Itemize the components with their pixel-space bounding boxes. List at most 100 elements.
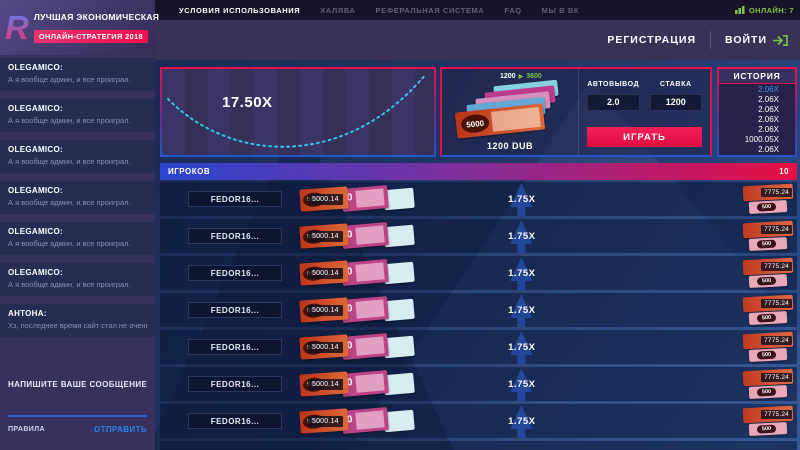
- history-entry: 2.06X: [758, 145, 779, 154]
- bet-banknotes: 0 5000 5000.14: [299, 259, 420, 287]
- win-amount: 7775.24: [761, 336, 792, 345]
- current-multiplier: 17.50X: [222, 94, 273, 111]
- banknote-pink: 0: [341, 370, 389, 397]
- chat-username: OLEGAMICO:: [8, 268, 63, 277]
- banknote-pink: 500: [748, 274, 788, 288]
- win-banknotes: 7775.24 500: [737, 331, 795, 362]
- banknote-paper: [355, 373, 385, 393]
- player-row: FEDOR16... 0 5000 5000.14: [160, 256, 797, 290]
- player-row: FEDOR16... 0 5000 5000.14: [160, 404, 797, 438]
- nav-link[interactable]: FAQ: [504, 5, 522, 15]
- play-arrow-icon: ▶: [518, 74, 524, 80]
- bet-amount: 5000.14: [308, 342, 343, 353]
- chat-message: АНТОНА: Хз, последнее время сайт стал не…: [0, 304, 155, 337]
- nav-link[interactable]: ХАЛЯВА: [320, 5, 356, 15]
- players-title: ИГРОКОВ: [168, 167, 211, 176]
- row-multiplier: 1.75X: [508, 330, 535, 364]
- player-name: FEDOR16...: [188, 228, 282, 244]
- chat-username: OLEGAMICO:: [8, 145, 63, 154]
- players-count: 10: [779, 167, 789, 176]
- player-row: FEDOR16... 0 5000 5000.14: [160, 367, 797, 401]
- multiplier-value: 1.75X: [508, 341, 536, 353]
- up-arrow-icon: [510, 294, 533, 327]
- top-navigation: УСЛОВИЯ ИСПОЛЬЗОВАНИЯ ХАЛЯВА РЕФЕРАЛЬНАЯ…: [155, 0, 800, 20]
- chat-text: Хз, последнее время сайт стал не очень, …: [8, 321, 147, 330]
- register-button[interactable]: РЕГИСТРАЦИЯ: [607, 34, 696, 46]
- win-amount: 7775.24: [761, 225, 792, 234]
- up-arrow-icon: [510, 368, 533, 401]
- logo[interactable]: R ЛУЧШАЯ ЭКОНОМИЧЕСКАЯ ОНЛАЙН-СТРАТЕГИЯ …: [0, 0, 159, 55]
- banknote-pink: 500: [748, 200, 788, 214]
- small-note-value: 500: [756, 424, 777, 434]
- history-entry: 2.06X: [758, 115, 779, 124]
- bet-amount: 5000.14: [308, 194, 343, 205]
- small-note-value: 500: [756, 239, 777, 249]
- player-row: FEDOR16... 0 5000 5000.14: [160, 293, 797, 327]
- online-label: ОНЛАЙН: 7: [748, 5, 794, 15]
- player-row: FEDOR16... 0 5000 5000.14: [160, 219, 797, 253]
- player-name: FEDOR16...: [188, 413, 282, 429]
- nav-link[interactable]: УСЛОВИЯ ИСПОЛЬЗОВАНИЯ: [179, 5, 301, 15]
- send-button[interactable]: ОТПРАВИТЬ: [93, 425, 147, 434]
- bet-panel: 1200 ▶ 3600 5000 1200 DUB: [440, 67, 712, 157]
- history-title: ИСТОРИЯ: [719, 69, 795, 84]
- banknote-paper: [355, 188, 385, 208]
- player-row: FEDOR16... 0 5000 5000.14: [160, 182, 797, 216]
- player-name: FEDOR16...: [188, 302, 282, 318]
- player-name: FEDOR16...: [188, 339, 282, 355]
- auto-cashout-label: АВТОВЫВОД: [587, 81, 640, 88]
- bet-amount: 5000.14: [308, 379, 343, 390]
- history-entry: 2.06X: [758, 85, 779, 94]
- win-banknotes: 7775.24 500: [737, 220, 795, 251]
- small-note-value: 500: [756, 313, 777, 323]
- bet-controls: АВТОВЫВОД СТАВКА ИГРАТЬ: [578, 69, 710, 155]
- nav-link[interactable]: МЫ В ВК: [541, 5, 580, 15]
- row-multiplier: 1.75X: [508, 256, 535, 290]
- banknote-pink: 500: [748, 348, 788, 362]
- multiplier-value: 1.75X: [508, 230, 536, 242]
- bet-fields: АВТОВЫВОД СТАВКА: [587, 81, 702, 111]
- topbar-right: ОНЛАЙН: 7: [155, 0, 800, 20]
- balance-label: 1200 DUB: [486, 141, 534, 151]
- banknote-pink: 0: [341, 333, 389, 360]
- main-content: 17.50X 1200 ▶ 3600 5000: [155, 60, 800, 450]
- bet-amount-field: СТАВКА: [649, 81, 702, 111]
- bet-amount-input[interactable]: [649, 93, 702, 111]
- bet-banknotes: 0 5000 5000.14: [299, 222, 420, 250]
- up-arrow-icon: [510, 405, 533, 438]
- login-button[interactable]: ВОЙТИ: [725, 34, 788, 46]
- win-banknotes: 7775.24 500: [737, 368, 795, 399]
- chat-input[interactable]: [8, 378, 147, 417]
- banknote-pink: 0: [341, 185, 389, 212]
- chat-text: А я вообще админ, и все проиграл.: [8, 198, 131, 207]
- multiplier-value: 1.75X: [508, 267, 536, 279]
- chat-message: OLEGAMICO: А я вообще админ, и все проиг…: [0, 181, 155, 214]
- banknote-pink: 0: [341, 259, 389, 286]
- banknote-paper: [355, 299, 385, 319]
- logo-badge: ОНЛАЙН-СТРАТЕГИЯ 2018: [33, 29, 148, 43]
- chat-username: OLEGAMICO:: [8, 227, 63, 236]
- bet-banknotes: 0 5000 5000.14: [299, 333, 420, 361]
- player-name: FEDOR16...: [188, 376, 282, 392]
- row-multiplier: 1.75X: [508, 182, 535, 216]
- banknote-pink: 500: [748, 422, 788, 436]
- small-note-value: 500: [756, 350, 777, 360]
- players-table: FEDOR16... 0 5000 5000.14: [160, 182, 797, 450]
- win-banknotes: 7775.24 500: [737, 405, 795, 436]
- history-entry: 2.06X: [758, 125, 779, 134]
- row-multiplier: 1.75X: [508, 404, 535, 438]
- up-arrow-icon: [510, 183, 533, 216]
- bet-banknotes: 0 5000 5000.14: [299, 370, 420, 398]
- chat-text: А я вообще админ, и все проиграл.: [8, 239, 131, 248]
- auto-cashout-input[interactable]: [587, 93, 640, 111]
- bet-banknotes: 0 5000 5000.14: [299, 407, 420, 435]
- chat-message: OLEGAMICO: А я вообще админ, и все проиг…: [0, 58, 155, 91]
- bet-banknotes: 0 5000 5000.14: [299, 185, 420, 213]
- rules-link[interactable]: ПРАВИЛА: [8, 426, 45, 433]
- play-button[interactable]: ИГРАТЬ: [587, 127, 702, 147]
- up-arrow-icon: [510, 331, 533, 364]
- nav-link[interactable]: РЕФЕРАЛЬНАЯ СИСТЕМА: [375, 5, 485, 15]
- banknote-pink: 0: [341, 222, 389, 249]
- banknote-pink: 0: [341, 296, 389, 323]
